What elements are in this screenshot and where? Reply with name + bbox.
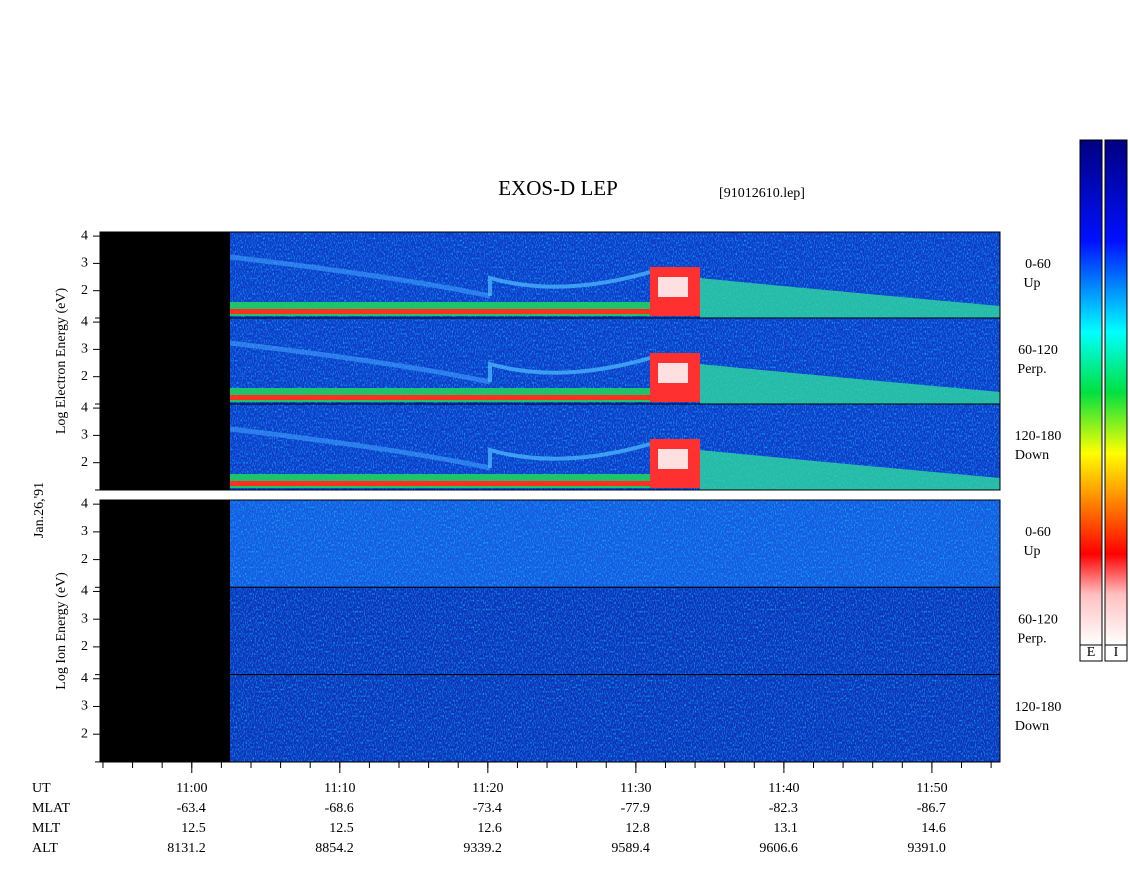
y-tick-label: 4 bbox=[81, 496, 88, 511]
panel-angle: 120-180 bbox=[1015, 700, 1062, 715]
panel-direction: Up bbox=[1023, 276, 1040, 291]
flux-arc bbox=[229, 254, 491, 299]
panel-direction: Perp. bbox=[1017, 632, 1046, 647]
orbit-value: -77.9 bbox=[621, 801, 650, 816]
color-bar-label-box bbox=[1079, 644, 1103, 662]
y-axis-label: Log Ion Energy (eV) bbox=[54, 572, 69, 690]
data-gap bbox=[100, 587, 230, 675]
flux-arc bbox=[229, 340, 491, 385]
data-gap bbox=[100, 318, 230, 404]
flux-tail bbox=[700, 364, 1000, 404]
panel-direction: Down bbox=[1015, 448, 1049, 463]
y-tick-label: 3 bbox=[81, 428, 88, 443]
y-tick-label: 4 bbox=[81, 314, 88, 329]
orbit-value: 9391.0 bbox=[907, 841, 946, 856]
y-tick-label: 3 bbox=[81, 611, 88, 626]
panel-angle: 0-60 bbox=[1025, 525, 1051, 540]
flux-band-core bbox=[230, 395, 650, 400]
flux-burst-core bbox=[658, 363, 688, 383]
orbit-value: -86.7 bbox=[917, 801, 946, 816]
flux-tail bbox=[700, 278, 1000, 318]
orbit-value: 13.1 bbox=[773, 821, 798, 836]
spectrogram-noise bbox=[230, 587, 1000, 675]
panel-frame bbox=[99, 403, 1001, 491]
orbit-value: -73.4 bbox=[473, 801, 502, 816]
flux-arc bbox=[488, 270, 651, 296]
data-gap bbox=[100, 232, 230, 318]
y-tick-label: 2 bbox=[81, 726, 88, 741]
panel-direction: Down bbox=[1015, 719, 1049, 734]
orbit-value: 14.6 bbox=[921, 821, 946, 836]
spectrogram-noise bbox=[230, 674, 1000, 762]
orbit-row-label: MLAT bbox=[32, 801, 71, 816]
orbit-value: -68.6 bbox=[325, 801, 354, 816]
date-label: Jan.26,'91 bbox=[32, 482, 47, 538]
orbit-row-label: MLT bbox=[32, 821, 61, 836]
flux-arc bbox=[488, 356, 651, 382]
orbit-value: 9606.6 bbox=[759, 841, 798, 856]
orbit-value: 12.8 bbox=[625, 821, 650, 836]
color-bar-label: E bbox=[1087, 645, 1096, 660]
x-tick-label: 11:30 bbox=[620, 781, 651, 796]
flux-arc bbox=[488, 442, 651, 468]
color-bar bbox=[1079, 139, 1103, 646]
panel-angle: 0-60 bbox=[1025, 257, 1051, 272]
flux-tail bbox=[700, 450, 1000, 490]
orbit-value: 8854.2 bbox=[315, 841, 354, 856]
orbit-value: 12.5 bbox=[181, 821, 206, 836]
flux-band-core bbox=[230, 481, 650, 486]
y-tick-label: 2 bbox=[81, 283, 88, 298]
y-tick-label: 3 bbox=[81, 342, 88, 357]
y-tick-label: 4 bbox=[81, 400, 88, 415]
panel-angle: 60-120 bbox=[1018, 343, 1058, 358]
orbit-value: 9339.2 bbox=[463, 841, 502, 856]
orbit-value: 9589.4 bbox=[611, 841, 650, 856]
y-tick-label: 3 bbox=[81, 256, 88, 271]
flux-arc bbox=[229, 426, 491, 471]
y-tick-label: 4 bbox=[81, 584, 88, 599]
orbit-value: -82.3 bbox=[769, 801, 798, 816]
y-tick-label: 4 bbox=[81, 228, 88, 243]
data-gap bbox=[100, 404, 230, 490]
color-bar-label-box bbox=[1104, 644, 1128, 662]
orbit-value: -63.4 bbox=[177, 801, 206, 816]
data-gap bbox=[100, 674, 230, 762]
x-tick-label: 11:10 bbox=[324, 781, 355, 796]
y-axis-label: Log Electron Energy (eV) bbox=[54, 288, 69, 435]
data-gap bbox=[100, 500, 230, 588]
panel-angle: 120-180 bbox=[1015, 429, 1062, 444]
y-tick-label: 2 bbox=[81, 639, 88, 654]
x-tick-label: 11:20 bbox=[472, 781, 503, 796]
y-tick-label: 2 bbox=[81, 552, 88, 567]
color-bar bbox=[1104, 139, 1128, 646]
spectrogram-noise bbox=[230, 500, 1000, 588]
y-tick-label: 2 bbox=[81, 455, 88, 470]
orbit-row-label: ALT bbox=[32, 841, 58, 856]
orbit-value: 8131.2 bbox=[167, 841, 206, 856]
flux-burst-core bbox=[658, 277, 688, 297]
flux-burst-core bbox=[658, 449, 688, 469]
file-name: [91012610.lep] bbox=[719, 186, 805, 201]
panel-angle: 60-120 bbox=[1018, 613, 1058, 628]
orbit-label: UT bbox=[32, 781, 51, 796]
y-tick-label: 3 bbox=[81, 524, 88, 539]
x-tick-label: 11:40 bbox=[768, 781, 799, 796]
orbit-value: 12.5 bbox=[329, 821, 354, 836]
y-tick-label: 4 bbox=[81, 671, 88, 686]
orbit-value: 12.6 bbox=[477, 821, 502, 836]
color-bar-label: I bbox=[1114, 645, 1119, 660]
chart-title: EXOS-D LEP bbox=[498, 176, 618, 200]
x-tick-label: 11:00 bbox=[176, 781, 207, 796]
y-tick-label: 2 bbox=[81, 369, 88, 384]
panel-direction: Up bbox=[1023, 544, 1040, 559]
panel-direction: Perp. bbox=[1017, 362, 1046, 377]
x-tick-label: 11:50 bbox=[916, 781, 947, 796]
flux-band-core bbox=[230, 309, 650, 314]
y-tick-label: 3 bbox=[81, 699, 88, 714]
